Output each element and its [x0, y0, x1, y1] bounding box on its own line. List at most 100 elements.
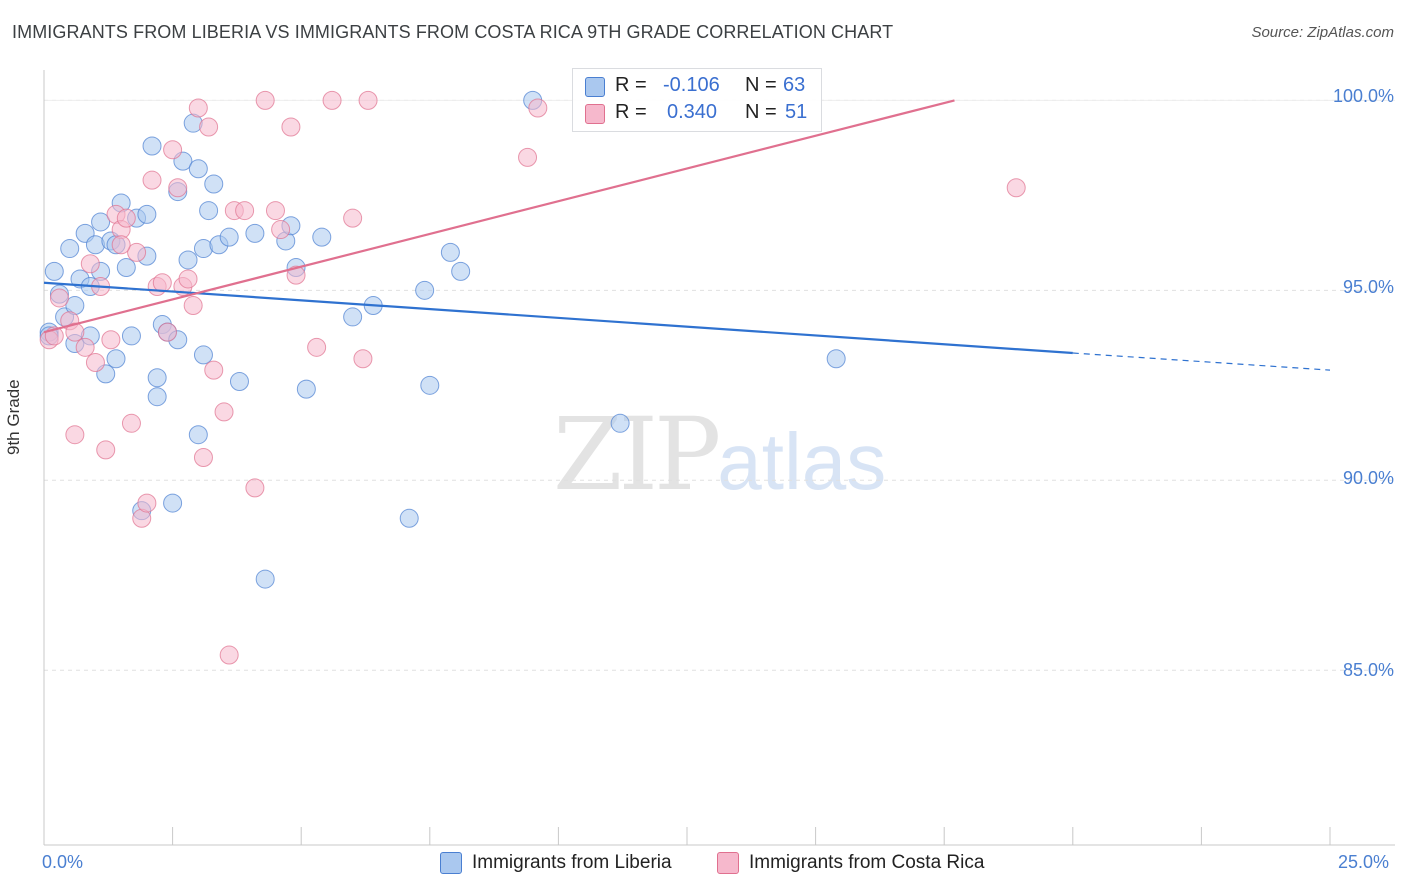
- point-costa-rica-5: [65, 425, 85, 445]
- point-costa-rica-50: [111, 235, 131, 255]
- legend-n-value: 63: [783, 74, 806, 96]
- point-costa-rica-4: [65, 322, 85, 342]
- point-costa-rica-32: [214, 402, 234, 422]
- point-costa-rica-38: [265, 201, 285, 221]
- y-axis-label: 9th Grade: [4, 379, 23, 455]
- point-costa-rica-27: [183, 296, 203, 316]
- point-liberia-58: [440, 242, 460, 262]
- point-liberia-31: [163, 493, 183, 513]
- point-liberia-41: [199, 201, 219, 221]
- point-costa-rica-10: [96, 440, 116, 460]
- legend-r-value: -0.106: [663, 74, 720, 96]
- point-costa-rica-48: [528, 98, 548, 118]
- trendline-liberia-extension: [1072, 352, 1331, 371]
- point-liberia-53: [343, 307, 363, 327]
- legend-swatch-costa-rica: [585, 104, 605, 124]
- legend-swatch-liberia: [585, 77, 605, 97]
- point-costa-rica-19: [142, 170, 162, 190]
- chart-title: IMMIGRANTS FROM LIBERIA VS IMMIGRANTS FR…: [12, 22, 894, 42]
- x-tick-label-min: 0.0%: [42, 852, 84, 872]
- legend-n-label: N =: [745, 101, 777, 123]
- point-liberia-61: [610, 413, 630, 433]
- point-liberia-44: [219, 227, 239, 247]
- point-liberia-59: [451, 261, 471, 281]
- point-costa-rica-37: [255, 90, 275, 110]
- point-liberia-5: [60, 239, 80, 259]
- point-liberia-56: [415, 280, 435, 300]
- point-liberia-24: [137, 204, 157, 224]
- legend-r-label: R =: [615, 74, 647, 96]
- point-liberia-35: [178, 250, 198, 270]
- point-costa-rica-14: [116, 208, 136, 228]
- point-costa-rica-26: [178, 269, 198, 289]
- point-costa-rica-15: [121, 413, 141, 433]
- point-liberia-17: [106, 349, 126, 369]
- point-costa-rica-18: [137, 493, 157, 513]
- bottom-legend-swatch-liberia: [440, 852, 462, 874]
- point-liberia-62: [826, 349, 846, 369]
- point-costa-rica-49: [1006, 178, 1026, 198]
- point-costa-rica-40: [281, 117, 301, 137]
- y-tick-label-95: 95.0%: [1342, 277, 1394, 297]
- source-label: Source: ZipAtlas.com: [1251, 24, 1394, 41]
- bottom-legend-label-liberia: Immigrants from Liberia: [472, 852, 672, 873]
- point-costa-rica-44: [343, 208, 363, 228]
- point-costa-rica-28: [188, 98, 208, 118]
- point-liberia-38: [188, 425, 208, 445]
- point-liberia-37: [188, 159, 208, 179]
- watermark: ZIPatlas: [553, 396, 886, 513]
- point-liberia-52: [312, 227, 332, 247]
- point-liberia-21: [121, 326, 141, 346]
- point-costa-rica-7: [80, 254, 100, 274]
- watermark-zip: ZIP: [553, 396, 721, 513]
- point-liberia-47: [255, 569, 275, 589]
- trendline-liberia: [43, 281, 1073, 355]
- point-liberia-20: [116, 258, 136, 278]
- point-costa-rica-29: [193, 448, 213, 467]
- legend-n-value: 51: [785, 101, 808, 123]
- bottom-legend-swatch-costa-rica: [717, 852, 739, 874]
- point-costa-rica-36: [245, 478, 265, 498]
- point-costa-rica-46: [358, 90, 378, 110]
- point-costa-rica-23: [163, 140, 183, 160]
- y-tick-label-90: 90.0%: [1342, 468, 1394, 488]
- point-costa-rica-24: [168, 178, 188, 198]
- bottom-legend-label-costa-rica: Immigrants from Costa Rica: [749, 852, 985, 873]
- point-liberia-57: [420, 375, 440, 395]
- y-tick-label-100: 100.0%: [1332, 86, 1394, 106]
- point-liberia-51: [296, 379, 316, 399]
- stats-legend: R = -0.106 N = 63 R = 0.340 N = 51: [572, 68, 822, 132]
- point-liberia-13: [91, 212, 111, 232]
- legend-r-label: R =: [615, 101, 647, 123]
- point-liberia-42: [204, 174, 224, 194]
- point-costa-rica-16: [127, 242, 147, 262]
- point-liberia-26: [142, 136, 162, 156]
- point-costa-rica-22: [157, 322, 177, 342]
- watermark-atlas: atlas: [717, 417, 887, 506]
- point-liberia-28: [147, 368, 167, 388]
- point-costa-rica-43: [322, 90, 342, 110]
- point-costa-rica-30: [199, 117, 219, 137]
- legend-r-value: 0.340: [667, 101, 718, 123]
- point-costa-rica-41: [286, 265, 306, 285]
- point-costa-rica-35: [235, 201, 255, 221]
- x-tick-label-max: 25.0%: [1338, 852, 1390, 872]
- point-liberia-46: [245, 223, 265, 243]
- point-costa-rica-47: [518, 147, 538, 167]
- point-costa-rica-8: [85, 353, 105, 373]
- legend-row-costa-rica: R = 0.340 N = 51: [585, 101, 815, 127]
- y-tick-label-85: 85.0%: [1342, 660, 1394, 680]
- point-liberia-39: [193, 345, 213, 365]
- legend-row-liberia: R = -0.106 N = 63: [585, 74, 815, 100]
- trendline-costa-rica: [43, 99, 955, 334]
- point-liberia-45: [229, 372, 249, 392]
- point-costa-rica-31: [204, 360, 224, 380]
- point-costa-rica-11: [101, 330, 121, 350]
- point-liberia-55: [399, 508, 419, 528]
- point-costa-rica-21: [152, 273, 172, 293]
- point-liberia-27: [147, 387, 167, 407]
- point-costa-rica-33: [219, 645, 239, 665]
- point-costa-rica-42: [307, 337, 327, 357]
- point-costa-rica-6: [75, 337, 95, 357]
